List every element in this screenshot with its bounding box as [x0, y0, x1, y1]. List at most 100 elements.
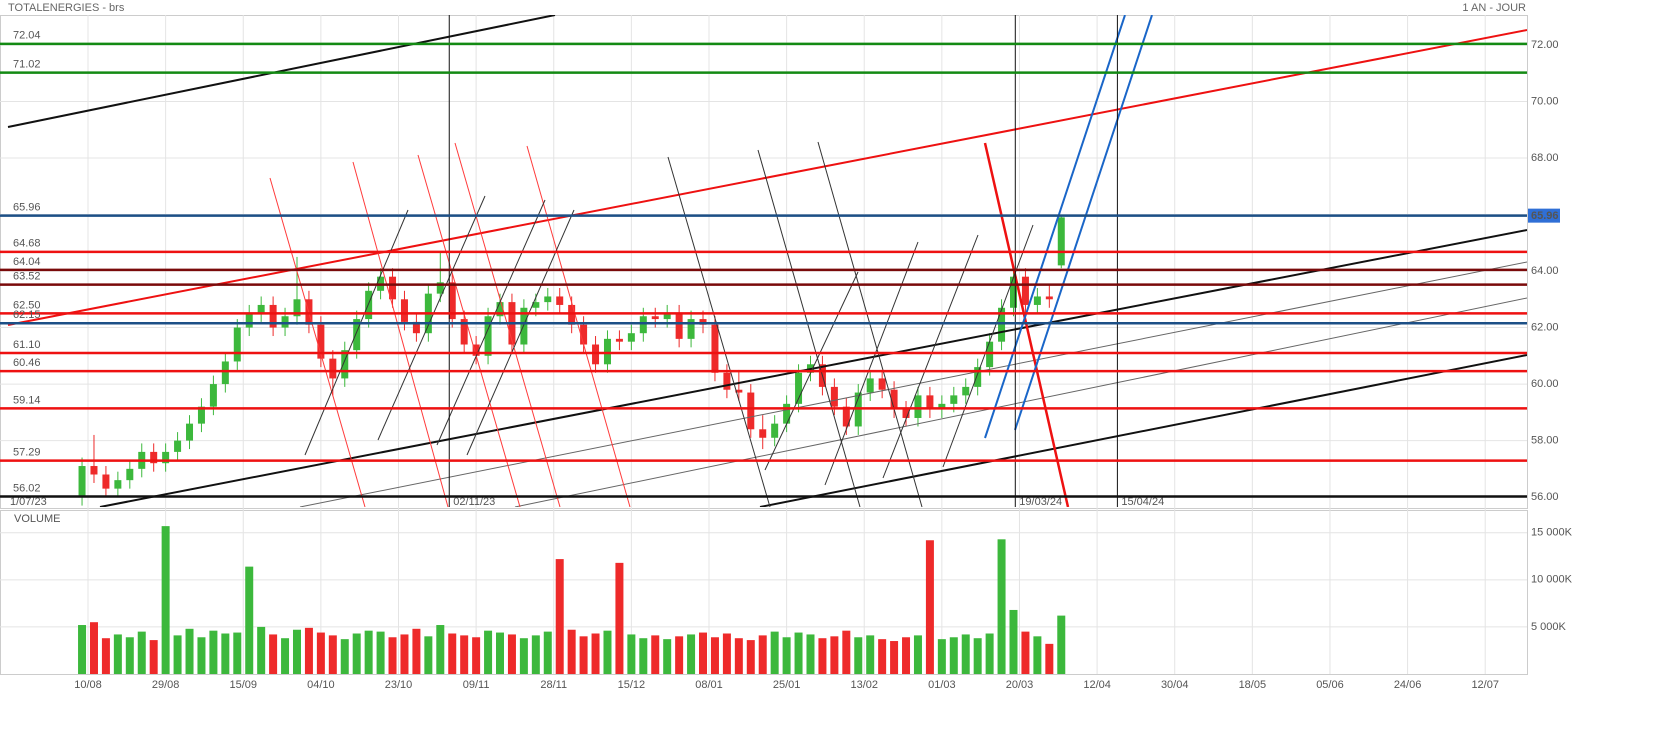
chart-title: TOTALENERGIES - brs — [8, 2, 125, 14]
volume-bar — [675, 636, 684, 674]
candle-body — [389, 276, 397, 300]
x-tick-label: 13/02 — [850, 679, 878, 691]
candle-body — [615, 338, 623, 342]
volume-bar — [591, 633, 600, 674]
start-label: 1/07/23 — [10, 496, 47, 508]
candle-body — [78, 466, 86, 498]
candle-body — [1045, 296, 1053, 300]
candle-body — [90, 466, 98, 475]
candle-body — [675, 313, 683, 339]
fan-line — [377, 195, 486, 441]
fan-line — [269, 177, 366, 507]
volume-title: VOLUME — [14, 513, 60, 525]
x-tick-label: 25/01 — [773, 679, 801, 691]
candle-body — [556, 296, 564, 305]
volume-bar — [292, 629, 301, 674]
candle-body — [221, 361, 229, 385]
date-marker-label: 19/03/24 — [1019, 496, 1062, 508]
volume-bar — [89, 622, 98, 674]
level-label: 63.52 — [13, 271, 41, 283]
level-label: 64.68 — [13, 238, 41, 250]
volume-bar — [854, 637, 863, 674]
volume-bar — [424, 636, 433, 674]
level-label: 56.02 — [13, 482, 41, 494]
candle-body — [747, 392, 755, 430]
x-tick-label: 12/04 — [1083, 679, 1111, 691]
volume-bar — [352, 633, 361, 674]
volume-bar — [806, 634, 815, 674]
candle-body — [114, 480, 122, 489]
volume-bar — [961, 634, 970, 674]
volume-bar — [949, 637, 958, 674]
candle-body — [1033, 296, 1041, 305]
candle-body — [711, 324, 719, 373]
volume-bar — [651, 635, 660, 674]
volume-bar — [340, 639, 349, 674]
volume-bar — [902, 637, 911, 674]
x-tick-label: 15/12 — [618, 679, 646, 691]
volume-bar — [770, 631, 779, 674]
candle-body — [257, 304, 265, 314]
fan-line — [417, 154, 521, 507]
volume-bar — [794, 632, 803, 674]
y-tick-label: 64.00 — [1531, 265, 1559, 277]
levels: 02/11/23 19/03/24 15/04/24 1/07/23 72.04 71.0… — [0, 15, 1560, 508]
volume-bar — [579, 636, 588, 674]
volume-bar — [161, 526, 170, 674]
candle-body — [209, 384, 217, 407]
last-price-label: 65.96 — [1531, 210, 1559, 222]
fan-line — [352, 161, 449, 507]
candle-body — [926, 395, 934, 410]
candle-body — [472, 344, 480, 356]
fan-line — [757, 149, 861, 507]
candle-body — [436, 282, 444, 294]
volume-bar — [758, 635, 767, 674]
volume-bar — [699, 632, 708, 674]
volume-bar — [913, 635, 922, 674]
volume-bar — [722, 633, 731, 674]
candles — [78, 214, 1066, 674]
candle-body — [317, 324, 325, 359]
volume-bar — [257, 626, 266, 674]
candle-body — [603, 338, 611, 365]
volume-bar — [830, 636, 839, 674]
volume-bar — [245, 566, 254, 674]
trend-line — [7, 29, 1527, 326]
candle-body — [329, 358, 337, 379]
fan-line — [454, 142, 561, 507]
volume-bar — [209, 630, 218, 674]
fan-line — [667, 156, 771, 507]
y-tick-label: 72.00 — [1531, 39, 1559, 51]
volume-bar — [973, 638, 982, 674]
candle-body — [293, 299, 301, 317]
volume-bar — [519, 638, 528, 674]
volume-bar — [1057, 615, 1066, 674]
volume-bar — [1021, 631, 1030, 674]
volume-bar — [1045, 643, 1054, 674]
candle-body — [1021, 276, 1029, 305]
level-label: 59.14 — [13, 394, 41, 406]
x-tick-label: 23/10 — [385, 679, 413, 691]
fan-line — [882, 234, 979, 479]
trend-line — [7, 15, 556, 128]
candle-body — [592, 344, 600, 365]
y-tick-label: 70.00 — [1531, 95, 1559, 107]
candle-body — [699, 319, 707, 325]
volume-bar — [400, 634, 409, 674]
volume-bar — [1009, 609, 1018, 674]
x-tick-label: 08/01 — [695, 679, 723, 691]
fan-line — [942, 224, 1034, 468]
candle-body — [735, 389, 743, 393]
volume-bar — [603, 630, 612, 674]
candle-body — [460, 319, 468, 345]
y-tick-label: 15 000K — [1531, 527, 1573, 539]
candle-body — [102, 474, 110, 489]
candle-body — [890, 389, 898, 410]
volume-bar — [376, 631, 385, 674]
trend-line — [984, 15, 1126, 439]
volume-bar — [197, 637, 206, 674]
volume-bar — [890, 641, 899, 674]
x-tick-label: 01/03 — [928, 679, 956, 691]
volume-bar — [472, 637, 481, 674]
candle-body — [400, 299, 408, 322]
